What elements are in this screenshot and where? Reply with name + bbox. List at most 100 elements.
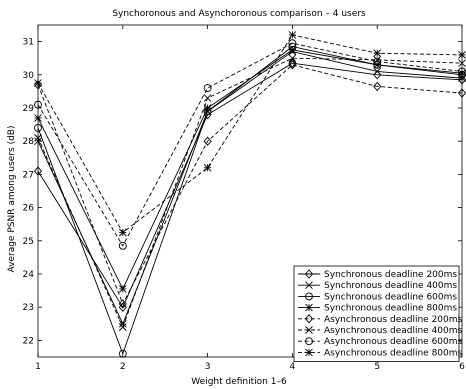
y-tick-label: 25: [23, 237, 34, 247]
series-line: [37, 49, 463, 290]
series-point: [458, 59, 466, 67]
series-point: [118, 319, 127, 328]
series-line: [37, 42, 463, 247]
legend-entry: Synchronous deadline 800ms: [298, 304, 457, 314]
x-tick-label: 1: [35, 362, 41, 372]
legend-label: Asynchronous deadline 200ms: [324, 315, 463, 325]
legend-entry: Synchronous deadline 400ms: [298, 281, 457, 291]
series-point: [288, 39, 297, 48]
series-point: [458, 69, 466, 77]
legend-entry: Asynchronous deadline 600ms: [298, 337, 463, 347]
y-tick-label: 24: [23, 270, 35, 280]
series-point: [203, 84, 212, 93]
series-point: [118, 241, 127, 250]
chart-title: Synchoronous and Asynchoronous compariso…: [112, 9, 366, 19]
legend-marker: [305, 303, 313, 312]
series-line: [37, 34, 463, 234]
series-point: [288, 60, 297, 70]
legend-entry: Synchronous deadline 600ms: [298, 292, 457, 302]
legend-label: Synchronous deadline 400ms: [324, 281, 457, 291]
series-point: [34, 137, 42, 146]
marker-stroke: [373, 56, 382, 64]
x-axis-label: Weight definition 1–6: [191, 377, 287, 387]
series-line: [37, 62, 463, 309]
marker-stroke: [118, 323, 127, 331]
legend-label: Synchronous deadline 600ms: [324, 292, 457, 302]
legend-entry: Asynchronous deadline 800ms: [298, 348, 463, 358]
series-6: [34, 54, 466, 331]
marker-stroke: [305, 326, 313, 334]
x-tick-label: 2: [120, 362, 126, 372]
marker-stroke: [288, 54, 297, 63]
series-point: [118, 299, 127, 309]
series-point: [373, 81, 382, 92]
y-tick-label: 27: [23, 170, 34, 180]
y-tick-label: 22: [23, 336, 34, 346]
series-8: [34, 31, 466, 237]
series-point: [118, 323, 127, 331]
x-tick-label: 5: [374, 362, 380, 372]
series-line: [37, 51, 463, 325]
y-tick-label: 28: [23, 137, 35, 147]
legend-marker: [304, 314, 314, 324]
series-7: [34, 39, 466, 250]
series-point: [203, 94, 212, 102]
series-point: [34, 100, 42, 109]
legend-box: [293, 265, 460, 362]
legend-marker: [304, 269, 314, 279]
series-point: [33, 166, 43, 176]
series-point: [203, 104, 212, 112]
series-group: [33, 31, 466, 358]
marker-stroke: [34, 137, 42, 146]
legend-label: Asynchronous deadline 600ms: [324, 337, 463, 347]
series-point: [34, 114, 42, 122]
legend-marker: [305, 348, 313, 357]
marker-stroke: [305, 281, 313, 290]
series-point: [288, 58, 297, 68]
y-axis-label: Average PSNR among users (dB): [7, 126, 17, 273]
series-point: [457, 75, 466, 85]
series-point: [118, 228, 127, 237]
series-point: [457, 88, 466, 98]
marker-stroke: [118, 319, 127, 328]
series-point: [373, 57, 382, 66]
legend-entry: Asynchronous deadline 400ms: [298, 326, 463, 336]
y-tick-label: 31: [23, 38, 34, 48]
legend-marker: [305, 337, 313, 346]
y-tick-label: 23: [23, 303, 34, 313]
legend-label: Asynchronous deadline 400ms: [324, 326, 463, 336]
series-point: [373, 67, 382, 76]
series-point: [373, 49, 382, 58]
legend-label: Asynchronous deadline 800ms: [324, 348, 463, 358]
x-tick-label: 4: [290, 362, 296, 372]
legend-entry: Asynchronous deadline 200ms: [298, 314, 463, 325]
series-4: [34, 46, 466, 293]
series-line: [37, 57, 463, 329]
series-point: [34, 134, 42, 142]
series-point: [118, 349, 127, 358]
series-point: [288, 31, 297, 39]
marker-stroke: [203, 94, 212, 102]
legend-marker: [305, 326, 313, 334]
series-point: [288, 54, 297, 63]
marker-stroke: [373, 67, 382, 76]
y-tick-label: 29: [23, 104, 35, 114]
series-point: [458, 51, 466, 59]
legend-entry: Synchronous deadline 200ms: [298, 269, 457, 280]
series-line: [37, 64, 463, 305]
series-point: [118, 285, 127, 293]
legend-label: Synchronous deadline 200ms: [324, 270, 457, 280]
legend-marker: [305, 292, 313, 301]
x-tick-label: 3: [205, 362, 211, 372]
legend-marker: [305, 281, 313, 290]
series-point: [203, 163, 212, 172]
y-tick-label: 26: [23, 204, 35, 214]
marker-stroke: [34, 134, 42, 142]
series-point: [34, 123, 42, 132]
series-point: [288, 46, 297, 54]
series-point: [203, 136, 212, 146]
x-tick-label: 6: [459, 362, 465, 372]
y-tick-label: 30: [23, 71, 35, 81]
